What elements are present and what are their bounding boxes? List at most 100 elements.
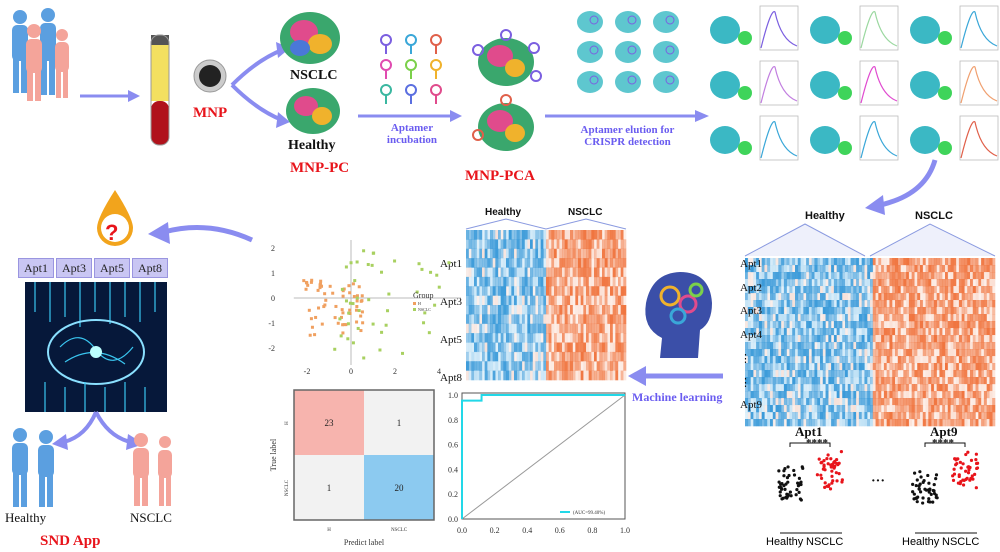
scatter-point-nsclc	[355, 260, 359, 264]
dotplot-point	[966, 465, 970, 469]
heatmap-large-cell	[903, 384, 907, 392]
heatmap-large-cell	[864, 307, 868, 315]
heatmap-large-cell	[786, 391, 790, 399]
heatmap-small-cell	[604, 276, 608, 287]
heatmap-small-cell	[508, 342, 512, 353]
heatmap-small-cell	[519, 267, 523, 278]
heatmap-large-cell	[914, 342, 918, 350]
heatmap-small-cell	[503, 351, 507, 362]
heatmap-large-cell	[756, 398, 760, 406]
heatmap-large-cell	[992, 363, 996, 371]
heatmap-large-cell	[986, 370, 990, 378]
heatmap-large-cell	[861, 370, 865, 378]
heatmap-large-cell	[936, 384, 940, 392]
heatmap-large-cell	[970, 370, 974, 378]
healthy-people-icon	[12, 428, 54, 507]
heatmap-large-cell	[811, 258, 815, 266]
heatmap-large-cell	[889, 391, 893, 399]
heatmap-large-cell	[820, 258, 824, 266]
heatmap-small-cell	[500, 258, 504, 268]
heatmap-large-cell	[950, 384, 954, 392]
heatmap-small-cell	[607, 314, 611, 325]
heatmap-large-cell	[831, 384, 835, 392]
heatmap-large-cell	[892, 328, 896, 336]
heatmap-large-cell	[981, 265, 985, 273]
heatmap-large-cell	[878, 342, 882, 350]
heatmap-small-cell	[575, 305, 579, 315]
heatmap-small-cell	[567, 239, 571, 250]
heatmap-large-cell	[786, 377, 790, 385]
scatter-point-nsclc	[344, 299, 348, 303]
heatmap-large-cell	[842, 314, 846, 322]
heatmap-small-cell	[562, 239, 565, 250]
heatmap-large-cell	[911, 300, 915, 308]
heatmap-large-cell	[970, 279, 974, 287]
heatmap-large-cell	[845, 377, 849, 385]
heatmap-large-cell	[761, 272, 765, 280]
heatmap-large-cell	[945, 412, 949, 420]
heatmap-large-cell	[881, 307, 885, 315]
heatmap-large-cell	[770, 356, 774, 364]
heatmap-large-cell	[833, 307, 837, 315]
heatmap-large-cell	[833, 391, 837, 399]
heatmap-large-cell	[900, 293, 904, 301]
heatmap-small-cell	[602, 314, 605, 325]
heatmap-large-cell	[753, 342, 757, 350]
heatmap-large-cell	[825, 405, 829, 413]
dotplot-point	[957, 473, 961, 477]
heatmap-large-cell	[875, 300, 879, 308]
heatmap-large-cell	[981, 286, 985, 294]
heatmap-large-cell	[992, 265, 996, 273]
heatmap-small-cell	[527, 305, 531, 315]
heatmap-large-cell	[947, 342, 951, 350]
heatmap-large-cell	[867, 384, 871, 392]
dotplot-apt1-significance: ****	[806, 437, 828, 449]
heatmap-large-cell	[975, 398, 979, 406]
heatmap-small-cell	[527, 333, 531, 343]
heatmap-large-cell	[878, 321, 882, 329]
confusion-value: 1	[327, 483, 332, 493]
heatmap-large-cell	[928, 265, 932, 273]
heatmap-small-cell	[503, 305, 507, 315]
heatmap-large-cell	[789, 328, 793, 336]
heatmap-large-cell	[853, 279, 857, 287]
heatmap-large-cell	[975, 363, 979, 371]
heatmap-large-cell	[903, 286, 907, 294]
heatmap-large-cell	[783, 419, 787, 427]
heatmap-large-cell	[883, 412, 887, 420]
heatmap-small-cell	[580, 370, 584, 381]
heatmap-large-cell	[817, 272, 821, 280]
heatmap-small-cell	[538, 267, 541, 278]
heatmap-large-cell	[758, 300, 762, 308]
heatmap-small-cell	[620, 333, 624, 343]
dotplot-point	[916, 495, 920, 499]
heatmap-large-cell	[772, 384, 776, 392]
heatmap-large-cell	[845, 272, 849, 280]
heatmap-small-cell	[556, 361, 560, 371]
heatmap-large-cell	[900, 349, 904, 357]
heatmap-large-cell	[772, 342, 776, 350]
heatmap-large-cell	[792, 370, 796, 378]
heatmap-large-cell	[878, 356, 882, 364]
heatmap-small-cell	[484, 248, 488, 259]
heatmap-small-cell	[530, 361, 533, 371]
heatmap-small-cell	[498, 276, 501, 287]
heatmap-large-cell	[886, 405, 890, 413]
scatter-point-h	[304, 287, 308, 291]
heatmap-small-cell	[607, 258, 611, 268]
heatmap-large-cell	[975, 405, 979, 413]
heatmap-large-cell	[958, 419, 962, 427]
heatmap-large-cell	[931, 321, 935, 329]
heatmap-large-cell	[908, 377, 912, 385]
heatmap-large-cell	[947, 391, 951, 399]
heatmap-large-cell	[825, 363, 829, 371]
heatmap-large-cell	[878, 293, 882, 301]
scatter-point-h	[333, 316, 337, 320]
heatmap-small-cell	[540, 258, 544, 268]
heatmap-small-cell	[580, 295, 584, 306]
heatmap-small-cell	[522, 286, 525, 296]
heatmap-large-cell	[925, 349, 929, 357]
heatmap-large-cell	[775, 398, 779, 406]
heatmap-small-cell	[522, 351, 525, 362]
heatmap-large-cell	[920, 391, 924, 399]
